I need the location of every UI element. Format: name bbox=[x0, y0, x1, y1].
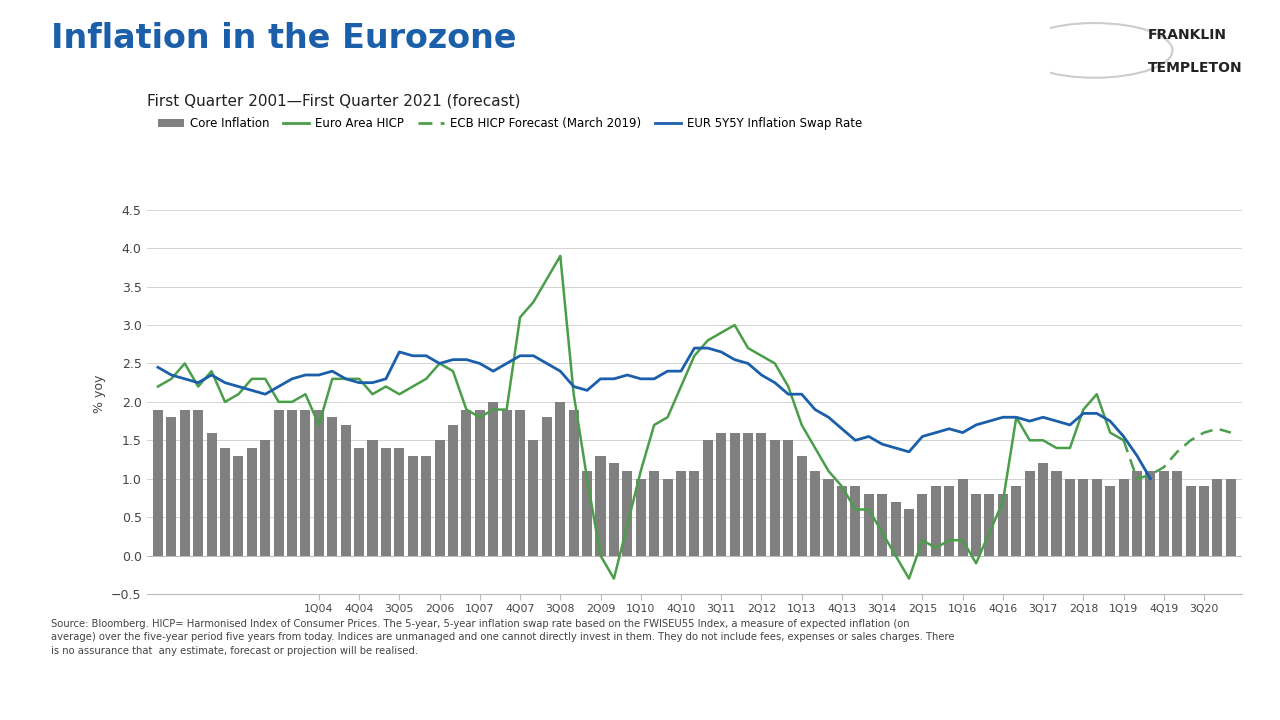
Bar bbox=[355, 448, 364, 556]
Bar bbox=[1119, 479, 1129, 556]
Bar bbox=[488, 402, 498, 556]
Bar bbox=[972, 494, 980, 556]
Bar bbox=[582, 471, 593, 556]
Bar bbox=[179, 410, 189, 556]
Bar bbox=[448, 425, 458, 556]
Bar bbox=[676, 471, 686, 556]
Bar bbox=[850, 487, 860, 556]
Bar bbox=[1078, 479, 1088, 556]
Bar bbox=[515, 410, 525, 556]
Text: Source: Bloomberg. HICP= Harmonised Index of Consumer Prices. The 5-year, 5-year: Source: Bloomberg. HICP= Harmonised Inde… bbox=[51, 619, 955, 656]
Bar bbox=[556, 402, 566, 556]
Bar bbox=[314, 410, 324, 556]
Bar bbox=[301, 410, 311, 556]
Bar bbox=[1092, 479, 1102, 556]
Bar bbox=[1226, 479, 1236, 556]
Bar bbox=[434, 441, 444, 556]
Legend: Core Inflation, Euro Area HICP, ECB HICP Forecast (March 2019), EUR 5Y5Y Inflati: Core Inflation, Euro Area HICP, ECB HICP… bbox=[154, 112, 868, 135]
Bar bbox=[166, 418, 177, 556]
Bar bbox=[796, 456, 806, 556]
Bar bbox=[193, 410, 204, 556]
Bar bbox=[1146, 471, 1156, 556]
Bar bbox=[220, 448, 230, 556]
Bar bbox=[1038, 464, 1048, 556]
Bar bbox=[931, 487, 941, 556]
Bar bbox=[998, 494, 1007, 556]
Bar bbox=[823, 479, 833, 556]
Bar bbox=[1185, 487, 1196, 556]
Bar bbox=[769, 441, 780, 556]
Bar bbox=[1105, 487, 1115, 556]
Y-axis label: % yoy: % yoy bbox=[92, 375, 105, 413]
Bar bbox=[1199, 487, 1210, 556]
Bar bbox=[1132, 471, 1142, 556]
Bar bbox=[1011, 487, 1021, 556]
Bar bbox=[568, 410, 579, 556]
Bar bbox=[475, 410, 485, 556]
Bar bbox=[864, 494, 874, 556]
Bar bbox=[502, 410, 512, 556]
Text: First Quarter 2001—First Quarter 2021 (forecast): First Quarter 2001—First Quarter 2021 (f… bbox=[147, 94, 521, 109]
Bar bbox=[663, 479, 672, 556]
Bar bbox=[984, 494, 995, 556]
Bar bbox=[394, 448, 404, 556]
Bar bbox=[529, 441, 539, 556]
Bar bbox=[649, 471, 659, 556]
Bar bbox=[233, 456, 243, 556]
Bar bbox=[810, 471, 820, 556]
Bar bbox=[541, 418, 552, 556]
Bar bbox=[877, 494, 887, 556]
Bar bbox=[756, 433, 767, 556]
Bar bbox=[945, 487, 955, 556]
Bar bbox=[152, 410, 163, 556]
Bar bbox=[1212, 479, 1222, 556]
Bar bbox=[891, 502, 901, 556]
Text: Inflation in the Eurozone: Inflation in the Eurozone bbox=[51, 22, 517, 55]
Bar bbox=[742, 433, 753, 556]
Bar bbox=[274, 410, 284, 556]
Bar bbox=[1172, 471, 1183, 556]
Bar bbox=[408, 456, 417, 556]
Bar bbox=[595, 456, 605, 556]
Text: FRANKLIN: FRANKLIN bbox=[1148, 27, 1228, 42]
Bar bbox=[703, 441, 713, 556]
Bar bbox=[381, 448, 390, 556]
Bar bbox=[260, 441, 270, 556]
Text: TEMPLETON: TEMPLETON bbox=[1148, 61, 1243, 76]
Bar bbox=[609, 464, 620, 556]
Bar bbox=[1158, 471, 1169, 556]
Bar bbox=[636, 479, 646, 556]
Bar bbox=[340, 425, 351, 556]
Bar bbox=[1051, 471, 1061, 556]
Bar bbox=[1065, 479, 1075, 556]
Bar bbox=[918, 494, 928, 556]
Bar bbox=[206, 433, 216, 556]
Bar bbox=[461, 410, 471, 556]
Bar bbox=[247, 448, 257, 556]
Bar bbox=[957, 479, 968, 556]
Bar bbox=[904, 510, 914, 556]
Bar bbox=[421, 456, 431, 556]
Bar bbox=[328, 418, 338, 556]
Bar bbox=[367, 441, 378, 556]
Bar bbox=[717, 433, 726, 556]
Bar bbox=[622, 471, 632, 556]
Bar bbox=[783, 441, 794, 556]
Bar bbox=[837, 487, 847, 556]
Bar bbox=[730, 433, 740, 556]
Bar bbox=[287, 410, 297, 556]
Bar bbox=[1025, 471, 1034, 556]
Bar bbox=[690, 471, 699, 556]
